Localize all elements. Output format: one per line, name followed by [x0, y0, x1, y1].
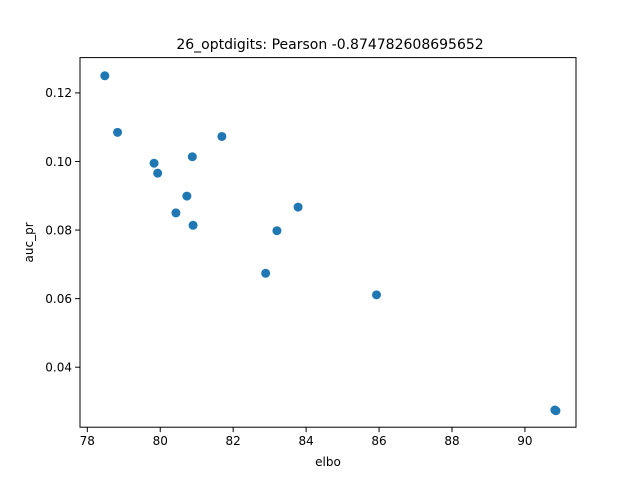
scatter-point	[171, 208, 181, 218]
x-tick-label: 78	[80, 434, 95, 448]
x-tick-label: 86	[371, 434, 386, 448]
y-tick-label: 0.08	[45, 223, 72, 237]
scatter-point	[272, 226, 282, 236]
x-tick-label: 84	[298, 434, 313, 448]
scatter-point	[153, 168, 163, 178]
x-tick-label: 80	[153, 434, 168, 448]
scatter-point	[293, 202, 303, 212]
scatter-point	[182, 191, 192, 201]
y-tick-label: 0.04	[45, 361, 72, 375]
scatter-point	[113, 127, 123, 137]
x-tick-label: 82	[226, 434, 241, 448]
data-points	[100, 71, 561, 416]
scatter-point	[188, 220, 198, 230]
x-tick-label: 90	[517, 434, 532, 448]
x-axis: 78 80 82 84 86 88 90	[80, 427, 533, 448]
y-tick-label: 0.10	[45, 155, 72, 169]
y-axis: 0.04 0.06 0.08 0.10 0.12	[45, 86, 80, 375]
chart-title: 26_optdigits: Pearson -0.874782608695652	[176, 37, 483, 53]
x-tick-label: 88	[444, 434, 459, 448]
y-axis-label: auc_pr	[22, 222, 36, 262]
scatter-point	[187, 152, 197, 162]
scatter-point	[551, 406, 561, 416]
y-tick-label: 0.12	[45, 86, 72, 100]
scatter-point	[372, 290, 382, 300]
plot-area-frame	[79, 57, 577, 428]
scatter-point	[100, 71, 110, 81]
y-tick-label: 0.06	[45, 292, 72, 306]
scatter-point	[149, 158, 159, 168]
scatter-point	[261, 268, 271, 278]
scatter-point	[217, 131, 227, 141]
x-axis-label: elbo	[315, 455, 341, 469]
